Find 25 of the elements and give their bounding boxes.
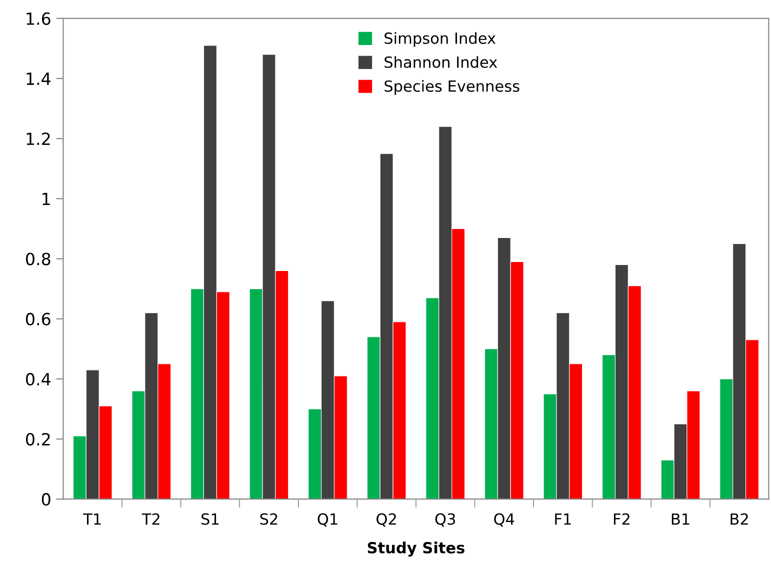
x-tick-label: Q1 (318, 513, 338, 527)
x-tick-label: Q3 (435, 513, 455, 527)
x-tick-label: Q2 (376, 513, 396, 527)
x-tick-label: T1 (83, 513, 101, 525)
legend-label: Species Evenness (384, 80, 520, 95)
x-tick-label: S1 (201, 513, 218, 525)
x-tick-label: B2 (730, 513, 748, 525)
x-tick-label: T2 (142, 513, 160, 525)
x-tick-label: S2 (260, 513, 278, 525)
y-tick-label: 0.6 (26, 312, 50, 326)
y-tick-label: 0 (42, 493, 50, 506)
x-axis-title: Study Sites (368, 542, 464, 557)
x-tick-label: F1 (555, 513, 571, 525)
y-tick-label: 1 (42, 192, 50, 205)
x-tick-label: F2 (614, 513, 630, 525)
y-tick-label: 0.4 (26, 372, 50, 386)
y-tick-label: 0.8 (26, 252, 50, 266)
y-tick-label: 1.6 (26, 12, 50, 25)
legend-label: Shannon Index (384, 56, 498, 68)
y-tick-label: 1.4 (26, 72, 50, 85)
y-tick-label: 1.2 (26, 132, 50, 145)
x-tick-label: B1 (672, 513, 690, 525)
legend-label: Simpson Index (384, 32, 496, 47)
x-tick-label: Q4 (494, 513, 514, 527)
y-tick-label: 0.2 (26, 432, 50, 446)
